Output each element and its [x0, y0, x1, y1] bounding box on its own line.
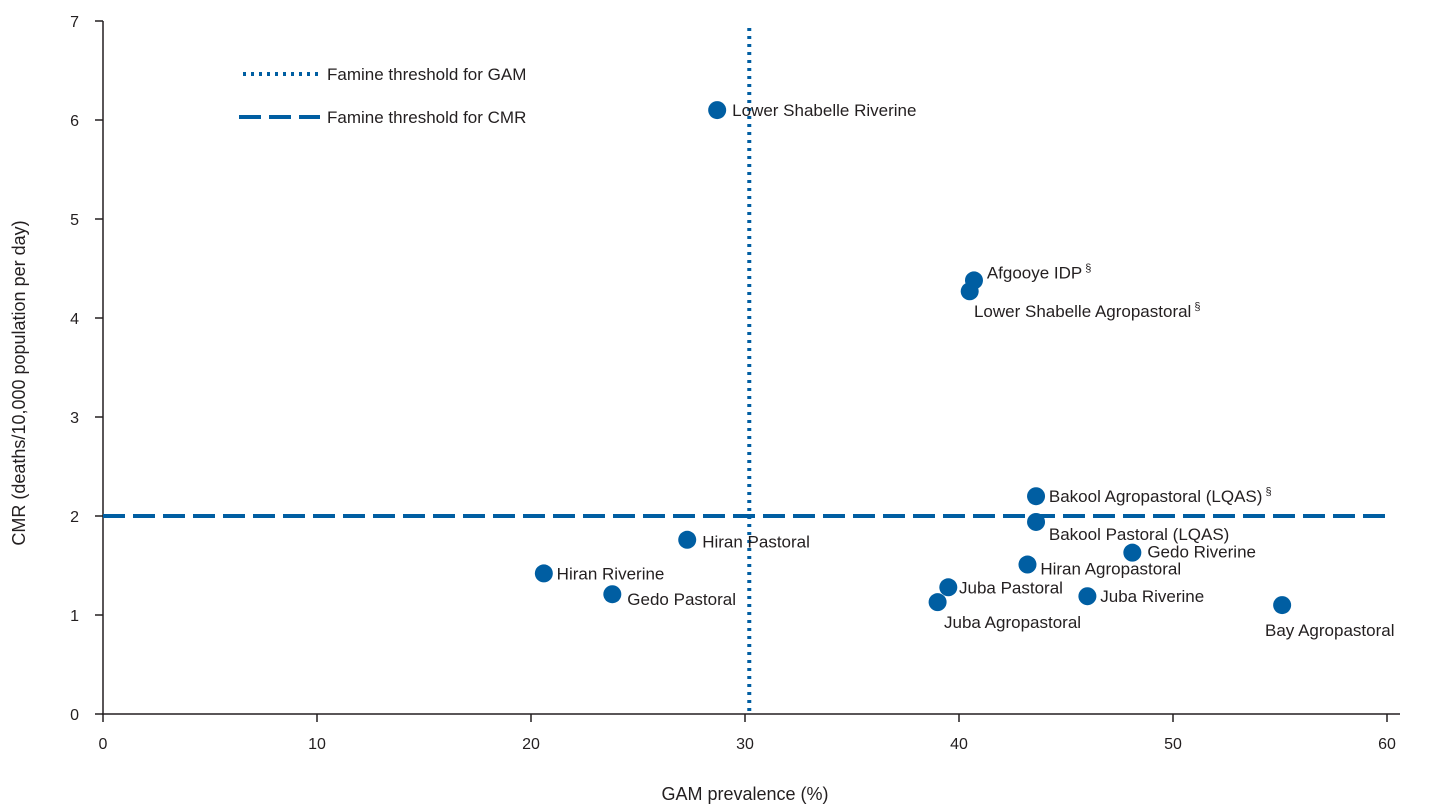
- point-label: Gedo Pastoral: [627, 590, 736, 609]
- data-point: [960, 282, 979, 301]
- threshold-lines: [103, 28, 1385, 714]
- point-label: Afgooye IDP §: [987, 262, 1092, 282]
- data-point: [1027, 512, 1046, 531]
- y-tick-label: 5: [70, 212, 79, 229]
- point-label-superscript: §: [1085, 262, 1091, 274]
- x-ticks: 0 10 20 30 40 50 60: [99, 714, 1396, 753]
- data-point: [1123, 543, 1142, 562]
- data-point: [1078, 587, 1097, 606]
- point-label: Hiran Pastoral: [702, 533, 810, 552]
- point-label-name: Lower Shabelle Agropastoral: [974, 302, 1191, 321]
- data-point: [1018, 555, 1037, 574]
- y-tick-label: 7: [70, 14, 79, 31]
- point-label-name: Hiran Pastoral: [702, 533, 810, 552]
- y-tick-label: 2: [70, 509, 79, 526]
- x-tick-label: 20: [522, 736, 540, 753]
- point-label-name: Hiran Agropastoral: [1040, 559, 1181, 578]
- data-point: [939, 578, 958, 597]
- point-label-name: Gedo Riverine: [1147, 543, 1256, 562]
- axes: 0 10 20 30 40 50 60 0 1 2 3 4 5 6 7: [70, 14, 1400, 753]
- y-axis-title: CMR (deaths/10,000 population per day): [9, 220, 29, 545]
- x-tick-label: 50: [1164, 736, 1182, 753]
- point-label: Bakool Agropastoral (LQAS) §: [1049, 486, 1272, 506]
- point-label-name: Afgooye IDP: [987, 263, 1082, 282]
- point-label: Juba Riverine: [1100, 587, 1204, 606]
- data-point: [1273, 596, 1292, 615]
- point-label: Gedo Riverine: [1147, 543, 1256, 562]
- point-label-superscript: §: [1194, 301, 1200, 313]
- legend: Famine threshold for GAM Famine threshol…: [239, 65, 526, 127]
- point-label: Bakool Pastoral (LQAS): [1049, 525, 1229, 544]
- y-tick-label: 0: [70, 707, 79, 724]
- y-tick-label: 1: [70, 608, 79, 625]
- point-label-name: Bakool Agropastoral (LQAS): [1049, 487, 1263, 506]
- y-tick-label: 6: [70, 113, 79, 130]
- point-label-name: Bakool Pastoral (LQAS): [1049, 525, 1229, 544]
- point-label-name: Gedo Pastoral: [627, 590, 736, 609]
- point-label: Hiran Agropastoral: [1040, 559, 1181, 578]
- point-label: Hiran Riverine: [557, 564, 665, 583]
- x-tick-label: 60: [1378, 736, 1396, 753]
- legend-cmr-label: Famine threshold for CMR: [327, 108, 526, 127]
- point-label: Juba Pastoral: [959, 578, 1063, 597]
- data-point: [678, 530, 697, 549]
- point-label: Lower Shabelle Agropastoral §: [974, 301, 1201, 321]
- x-tick-label: 0: [99, 736, 108, 753]
- x-axis-title: GAM prevalence (%): [661, 784, 828, 804]
- point-label: Lower Shabelle Riverine: [732, 101, 916, 120]
- point-label-superscript: §: [1265, 486, 1271, 498]
- y-ticks: 0 1 2 3 4 5 6 7: [70, 14, 103, 724]
- point-label-name: Lower Shabelle Riverine: [732, 101, 916, 120]
- data-point: [708, 101, 727, 120]
- legend-gam-label: Famine threshold for GAM: [327, 65, 526, 84]
- data-point: [928, 593, 947, 612]
- x-tick-label: 40: [950, 736, 968, 753]
- point-label: Juba Agropastoral: [944, 613, 1081, 632]
- point-label: Bay Agropastoral: [1265, 621, 1394, 640]
- y-tick-label: 3: [70, 410, 79, 427]
- x-tick-label: 30: [736, 736, 754, 753]
- data-point: [1027, 487, 1046, 506]
- data-point: [534, 564, 553, 583]
- point-label-name: Juba Riverine: [1100, 587, 1204, 606]
- y-tick-label: 4: [70, 311, 79, 328]
- point-label-name: Juba Pastoral: [959, 578, 1063, 597]
- point-label-name: Hiran Riverine: [557, 564, 665, 583]
- point-label-name: Juba Agropastoral: [944, 613, 1081, 632]
- data-point: [603, 585, 622, 604]
- x-tick-label: 10: [308, 736, 326, 753]
- point-label-name: Bay Agropastoral: [1265, 621, 1394, 640]
